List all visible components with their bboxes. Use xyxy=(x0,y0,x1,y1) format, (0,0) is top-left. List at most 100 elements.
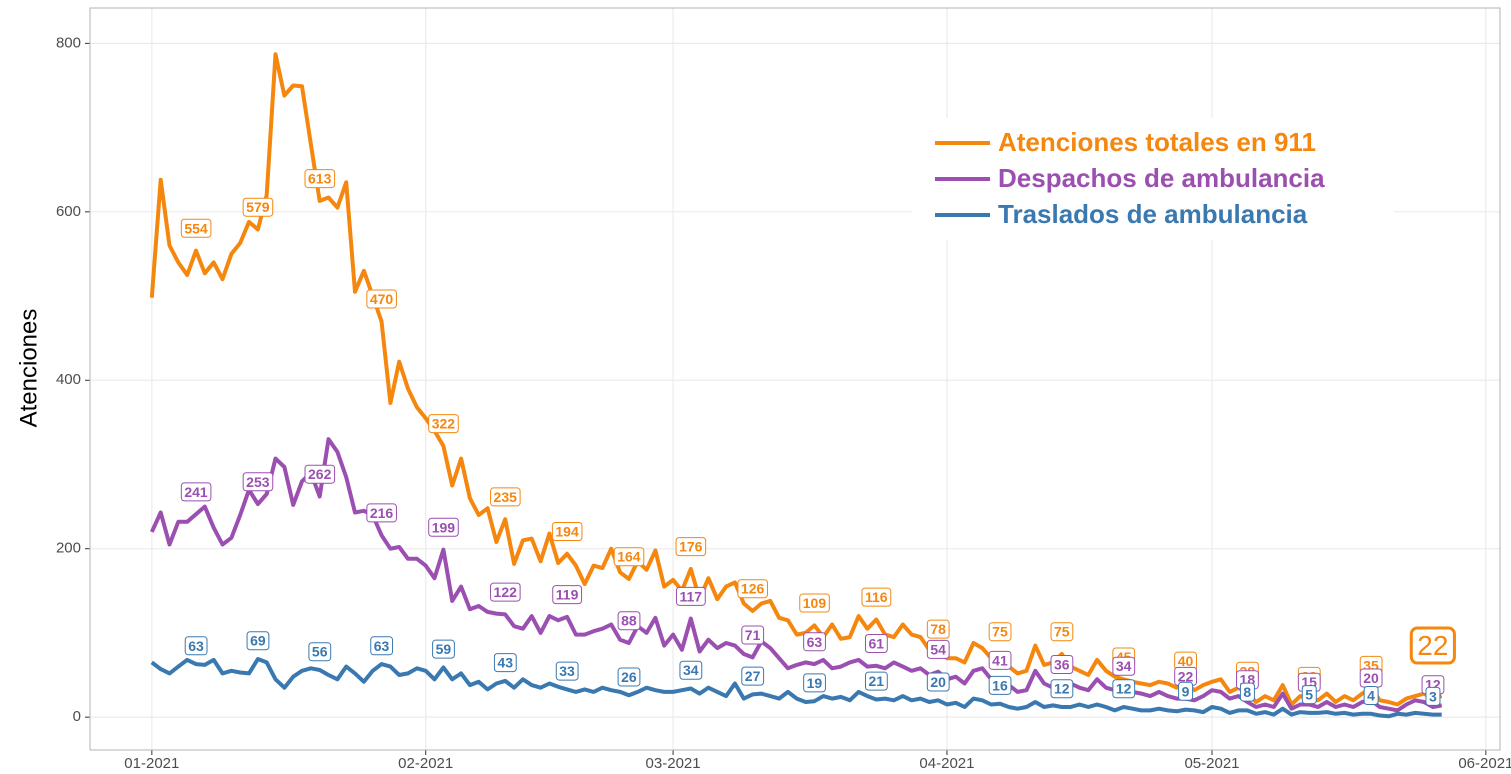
data-label-text: 63 xyxy=(807,634,823,650)
data-label-box xyxy=(1112,656,1136,676)
data-label-text: 235 xyxy=(494,489,518,505)
legend: Atenciones totales en 911 Despachos de am… xyxy=(912,118,1394,240)
data-label-text: 75 xyxy=(992,624,1008,640)
data-label-text: 59 xyxy=(436,641,452,657)
x-tick-label: 03-2021 xyxy=(646,755,701,772)
data-label: 262 xyxy=(304,464,336,484)
data-label-box xyxy=(308,642,332,662)
legend-label: Traslados de ambulancia xyxy=(998,199,1308,229)
y-tick-label: 600 xyxy=(56,203,81,220)
data-label: 12 xyxy=(1050,679,1074,699)
data-label-text: 34 xyxy=(1116,658,1132,674)
data-label-box xyxy=(304,464,336,484)
x-tick-label: 06-2021 xyxy=(1458,755,1511,772)
data-label-box xyxy=(432,639,455,659)
data-label-text: 41 xyxy=(992,652,1008,668)
data-label: 22 xyxy=(1409,626,1456,665)
data-label-box xyxy=(926,619,950,639)
data-label: 5 xyxy=(1301,685,1317,705)
plot-border xyxy=(89,7,1501,751)
data-label: 116 xyxy=(861,587,892,607)
data-label-box xyxy=(246,631,270,651)
data-label-text: 554 xyxy=(184,220,208,236)
data-label-text: 241 xyxy=(184,484,208,500)
data-label-box xyxy=(242,197,274,217)
data-label-text: 470 xyxy=(370,291,394,307)
data-label-text: 36 xyxy=(1054,657,1070,673)
data-label-box xyxy=(741,666,765,686)
data-label-text: 8 xyxy=(1243,684,1251,700)
data-label-box xyxy=(1112,679,1136,699)
data-label: 41 xyxy=(988,650,1012,670)
data-label-box xyxy=(552,585,583,605)
data-label-text: 109 xyxy=(803,595,827,611)
data-label-box xyxy=(679,660,703,680)
data-label: 16 xyxy=(988,675,1012,695)
data-label-box xyxy=(366,289,397,309)
data-label-box xyxy=(490,582,521,602)
data-label: 12 xyxy=(1112,679,1136,699)
data-label: 4 xyxy=(1363,685,1379,705)
data-label-box xyxy=(551,521,583,541)
data-label-box xyxy=(617,611,641,631)
legend-label: Despachos de ambulancia xyxy=(998,163,1325,193)
data-label: 56 xyxy=(308,642,332,662)
x-tick-label: 02-2021 xyxy=(398,755,453,772)
data-label-box xyxy=(675,586,706,606)
data-label-text: 5 xyxy=(1305,687,1313,703)
data-label-box xyxy=(366,503,397,523)
data-label-text: 71 xyxy=(745,627,761,643)
data-label: 9 xyxy=(1178,681,1194,701)
x-tick-label: 01-2021 xyxy=(124,755,179,772)
data-label-box xyxy=(926,639,950,659)
data-label-text: 176 xyxy=(679,539,703,555)
data-label-box xyxy=(1363,685,1379,705)
data-label-text: 9 xyxy=(1182,683,1190,699)
data-label: 59 xyxy=(432,639,455,659)
data-label-box xyxy=(180,482,212,502)
data-label-text: 34 xyxy=(683,662,699,678)
data-label-box xyxy=(861,587,892,607)
data-label-text: 22 xyxy=(1178,668,1194,684)
data-label: 26 xyxy=(617,667,641,687)
data-label: 109 xyxy=(799,593,830,613)
data-label: 40 xyxy=(1174,651,1197,671)
data-label: 75 xyxy=(1050,622,1074,642)
data-label-box xyxy=(490,487,521,507)
legend-box xyxy=(912,118,1394,240)
data-label-box xyxy=(613,547,645,567)
data-label-text: 12 xyxy=(1054,681,1070,697)
y-axis-label: Atenciones xyxy=(15,309,42,428)
data-label-text: 4 xyxy=(1367,687,1375,703)
data-label: 8 xyxy=(1239,682,1255,702)
series-line xyxy=(150,657,1442,719)
data-label-box xyxy=(304,169,336,189)
data-label-text: 56 xyxy=(312,644,328,660)
data-label: 253 xyxy=(242,472,274,492)
data-label: 54 xyxy=(926,639,950,659)
data-label-text: 126 xyxy=(741,581,765,597)
data-label-text: 199 xyxy=(432,519,456,535)
data-label: 34 xyxy=(1112,656,1136,676)
data-label: 36 xyxy=(1050,655,1074,675)
data-label-text: 19 xyxy=(807,675,823,691)
data-label: 3 xyxy=(1425,686,1441,706)
x-tick-label: 04-2021 xyxy=(919,755,974,772)
data-label: 75 xyxy=(988,622,1012,642)
data-label: 613 xyxy=(304,169,336,189)
data-label: 33 xyxy=(555,661,579,681)
data-label-text: 3 xyxy=(1429,688,1437,704)
data-label-box xyxy=(242,472,274,492)
data-label: 164 xyxy=(613,547,645,567)
y-tick-label: 400 xyxy=(56,371,81,388)
data-label-box xyxy=(617,667,641,687)
data-label: 34 xyxy=(679,660,703,680)
data-label-text: 164 xyxy=(617,549,641,565)
data-label: 241 xyxy=(180,482,212,502)
data-label-box xyxy=(1050,655,1074,675)
data-label: 19 xyxy=(803,673,826,693)
data-label: 216 xyxy=(366,503,397,523)
data-label-text: 119 xyxy=(556,587,579,603)
